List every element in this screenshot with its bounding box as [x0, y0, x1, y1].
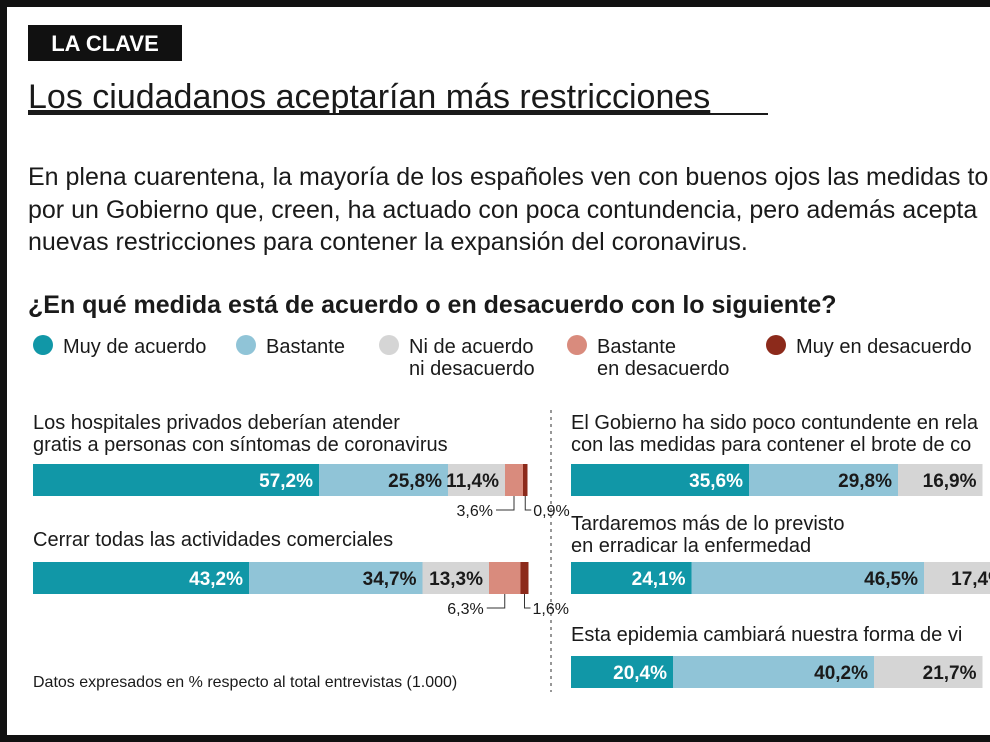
intro-line: por un Gobierno que, creen, ha actuado c… [28, 196, 977, 224]
legend-swatch [567, 335, 587, 355]
value-label: 57,2% [259, 471, 313, 492]
bar-segment [874, 656, 983, 688]
bar-segment [448, 464, 505, 496]
value-label: 29,8% [838, 471, 892, 492]
value-label: 35,6% [689, 471, 743, 492]
bar-segment [571, 656, 673, 688]
bar-segment [505, 464, 523, 496]
leader-line [524, 496, 532, 511]
bar-segment [673, 656, 874, 688]
note: Datos expresados en % respecto al total … [33, 674, 457, 691]
category-label: El Gobierno ha sido poco contundente en … [571, 412, 979, 434]
value-label: 34,7% [363, 569, 417, 590]
intro-line: En plena cuarentena, la mayoría de los e… [28, 163, 988, 191]
bar-segment [571, 562, 692, 594]
title: Los ciudadanos aceptarían más restriccio… [28, 78, 710, 116]
bar-segment [33, 464, 319, 496]
value-label: 17,4% [951, 569, 990, 590]
value-label: 20,4% [613, 663, 667, 684]
category-label: Esta epidemia cambiará nuestra forma de … [571, 624, 962, 646]
bar-segment [924, 562, 990, 594]
value-label: 11,4% [446, 471, 499, 492]
bar-segment [319, 464, 448, 496]
bar-segment [898, 464, 983, 496]
bar-segment [520, 562, 529, 594]
value-label: 16,9% [923, 471, 977, 492]
category-label: gratis a personas con síntomas de corona… [33, 434, 448, 456]
category-label: Cerrar todas las actividades comerciales [33, 529, 393, 551]
tag-box [28, 25, 182, 61]
intro-line: nuevas restricciones para contener la ex… [28, 228, 748, 256]
legend-label: Muy de acuerdo [63, 336, 206, 358]
frame-left [0, 0, 7, 742]
frame-bottom [0, 735, 990, 742]
bar-segment [422, 562, 489, 594]
bar-segment [33, 562, 249, 594]
legend-swatch [379, 335, 399, 355]
leader-line [486, 594, 506, 609]
legend-swatch [766, 335, 786, 355]
category-label: Los hospitales privados deberían atender [33, 412, 400, 434]
legend-label: Bastante [597, 336, 676, 358]
value-label: 3,6% [457, 503, 493, 520]
value-label: 46,5% [864, 569, 918, 590]
bar-segment [749, 464, 898, 496]
legend-label: Ni de acuerdo [409, 336, 534, 358]
value-label: 40,2% [814, 663, 868, 684]
category-label: con las medidas para contener el brote d… [571, 434, 971, 456]
value-label: 13,3% [429, 569, 483, 590]
leader-line [524, 594, 531, 609]
category-label: Tardaremos más de lo previsto [571, 513, 844, 535]
value-label: 0,9% [533, 503, 569, 520]
value-label: 24,1% [632, 569, 686, 590]
value-label: 21,7% [923, 663, 977, 684]
value-label: 25,8% [388, 471, 442, 492]
bar-segment [489, 562, 521, 594]
bar-segment [523, 464, 528, 496]
value-label: 43,2% [189, 569, 243, 590]
bar-segment [571, 464, 749, 496]
value-label: 1,6% [533, 601, 569, 618]
legend-label: en desacuerdo [597, 358, 729, 380]
legend-swatch [236, 335, 256, 355]
legend-label: Bastante [266, 336, 345, 358]
leader-line [496, 496, 515, 511]
bar-segment [691, 562, 924, 594]
frame-top [0, 0, 990, 7]
legend-label: Muy en desacuerdo [796, 336, 972, 358]
legend-label: ni desacuerdo [409, 358, 535, 380]
value-label: 6,3% [447, 601, 483, 618]
bar-segment [249, 562, 423, 594]
tag: LA CLAVE [51, 31, 159, 56]
category-label: en erradicar la enfermedad [571, 535, 811, 557]
chart-title: ¿En qué medida está de acuerdo o en desa… [28, 291, 837, 319]
legend-swatch [33, 335, 53, 355]
